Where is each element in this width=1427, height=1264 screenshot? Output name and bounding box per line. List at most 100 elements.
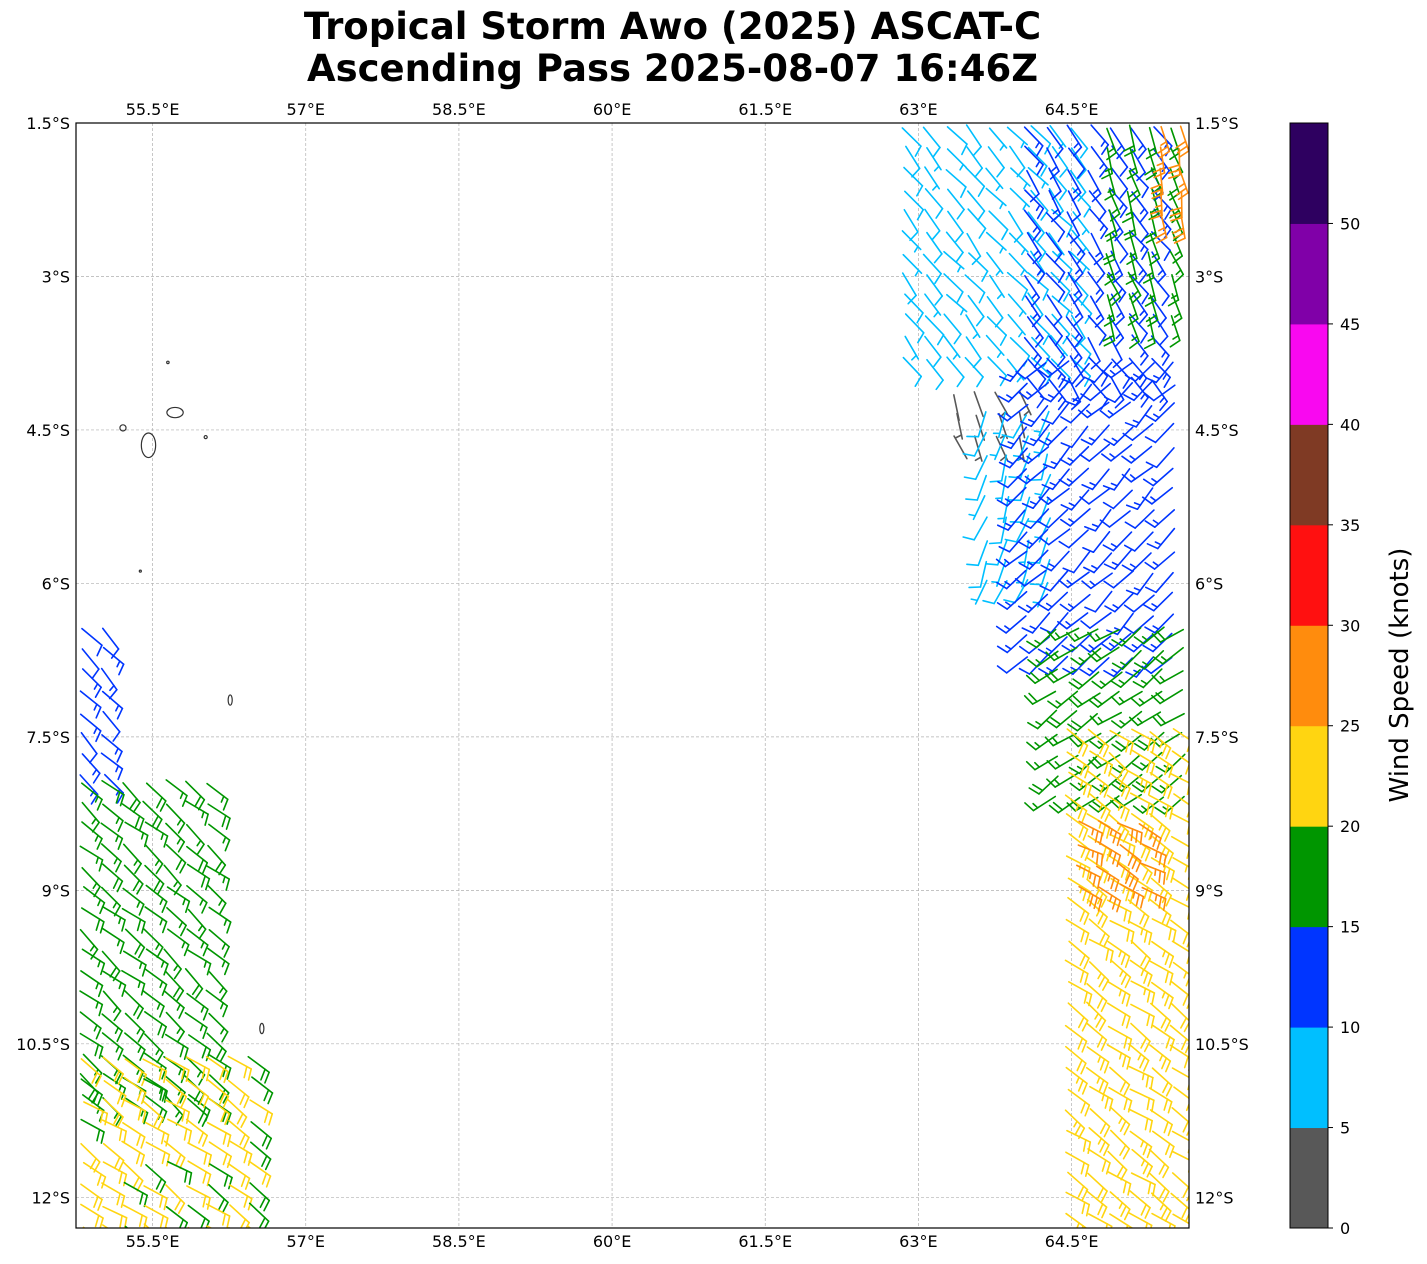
island-outline — [138, 569, 142, 573]
wind-barb — [1021, 612, 1051, 634]
wind-barb — [904, 335, 920, 361]
wind-barb — [81, 948, 106, 976]
wind-barb — [924, 335, 942, 368]
wind-barb — [1024, 275, 1041, 307]
wind-barb — [1150, 751, 1174, 778]
wind-barb — [1089, 1085, 1114, 1112]
wind-barb — [103, 1080, 127, 1108]
wind-barb — [166, 906, 187, 937]
wind-barb — [924, 293, 942, 318]
wind-barb — [208, 1183, 229, 1214]
wind-barb — [1091, 671, 1123, 690]
wind-barb — [101, 690, 124, 720]
wind-barb — [1039, 381, 1069, 403]
wind-barb — [1171, 1150, 1189, 1173]
wind-barb — [167, 928, 190, 957]
wind-barb — [249, 1099, 274, 1126]
wind-barb — [995, 475, 1007, 503]
wind-barb — [1124, 362, 1155, 382]
wind-barb — [946, 148, 967, 171]
wind-barb — [1099, 510, 1131, 528]
wind-barb — [1097, 841, 1122, 868]
wind-barb — [946, 188, 965, 220]
wind-barb — [1151, 940, 1175, 969]
wind-barb — [1121, 466, 1154, 483]
wind-barb — [1087, 169, 1102, 203]
wind-barb — [1151, 357, 1171, 388]
wind-barb — [1131, 751, 1163, 771]
wind-barb — [1018, 411, 1026, 439]
wind-barb — [163, 1140, 186, 1169]
wind-barb — [101, 863, 124, 893]
wind-barb — [1060, 489, 1090, 511]
wind-barb — [1090, 232, 1104, 266]
wind-barb — [1106, 1002, 1131, 1029]
wind-barb — [1152, 146, 1166, 179]
wind-barb — [1110, 1129, 1131, 1160]
wind-barb — [1088, 1127, 1110, 1157]
wind-barb — [1026, 377, 1045, 409]
wind-barb — [227, 1055, 253, 1081]
wind-barb — [902, 253, 923, 277]
wind-barb — [1110, 167, 1129, 199]
wind-barb — [968, 252, 989, 282]
wind-barb — [926, 147, 942, 172]
wind-barb — [1109, 959, 1132, 989]
wind-barb — [186, 992, 209, 1021]
wind-barb — [1129, 274, 1150, 305]
wind-barb — [167, 1118, 192, 1143]
wind-barb — [165, 803, 186, 834]
wind-barb — [124, 1012, 145, 1043]
wind-barb — [1060, 425, 1089, 449]
wind-barb — [1073, 293, 1093, 324]
wind-barb — [80, 970, 104, 998]
wind-barb — [946, 356, 965, 388]
wind-barb — [1106, 794, 1130, 822]
wind-barb — [966, 190, 986, 222]
wind-barb — [121, 907, 146, 934]
wind-barb — [1064, 1024, 1088, 1053]
colorbar-bin — [1290, 323, 1328, 425]
wind-barb — [1058, 571, 1090, 589]
wind-barb — [1066, 728, 1089, 757]
wind-barb — [1110, 293, 1125, 326]
wind-barb — [1027, 272, 1049, 301]
wind-barb — [999, 426, 1028, 450]
wind-barb — [1064, 959, 1089, 986]
wind-barb — [1087, 728, 1110, 758]
wind-barb — [1133, 650, 1165, 670]
wind-barb — [142, 1100, 164, 1130]
island-outline — [166, 406, 184, 419]
wind-barb — [1048, 167, 1062, 200]
wind-barb — [187, 1160, 212, 1187]
wind-barb — [248, 1160, 272, 1188]
wind-barb — [1131, 292, 1149, 325]
wind-barb — [1064, 794, 1088, 823]
wind-barb — [1018, 549, 1049, 570]
wind-barb — [1109, 1213, 1133, 1228]
wind-barb — [1044, 315, 1063, 347]
wind-barb — [1082, 530, 1111, 554]
wind-barb — [1088, 251, 1106, 284]
wind-barb — [1109, 1191, 1131, 1221]
wind-barb — [922, 253, 942, 285]
wind-barb — [1045, 272, 1066, 303]
wind-barb — [206, 782, 229, 811]
wind-barb — [1027, 166, 1049, 189]
wind-barb — [1129, 959, 1153, 987]
colorbar-tick-label: 0 — [1340, 1219, 1350, 1238]
wind-barb — [1029, 315, 1050, 346]
lat-tick-label-left: 6°S — [42, 574, 70, 593]
wind-barb — [1067, 190, 1082, 223]
wind-barb — [1143, 316, 1156, 350]
wind-barb — [1059, 445, 1090, 466]
wind-barb — [1144, 551, 1176, 570]
wind-barb — [1109, 1066, 1131, 1096]
wind-barb — [1022, 423, 1051, 447]
wind-barb — [965, 474, 988, 501]
wind-barb — [1101, 361, 1134, 379]
wind-barb — [166, 886, 191, 913]
lat-tick-label-right: 7.5°S — [1195, 728, 1239, 747]
wind-barb — [1018, 528, 1049, 549]
wind-barb — [946, 126, 968, 156]
